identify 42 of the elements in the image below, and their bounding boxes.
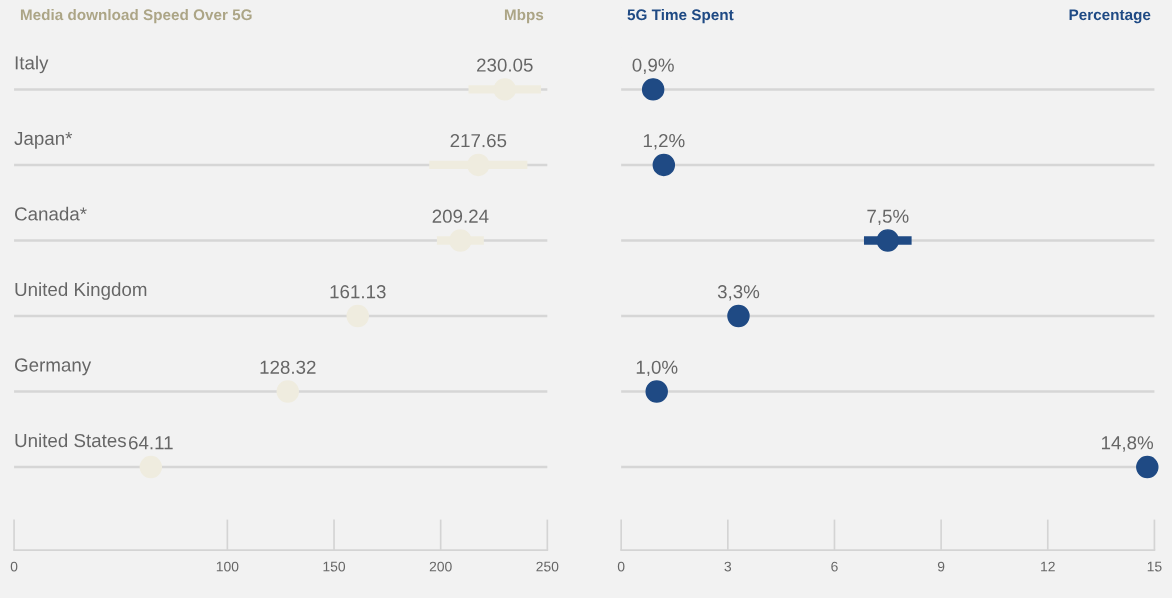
y-tick-label: United Kingdom bbox=[15, 282, 147, 300]
x-tick-label: 250 bbox=[536, 561, 559, 572]
x-tick-label: 15 bbox=[1147, 561, 1162, 572]
data-label: 7,5% bbox=[867, 209, 909, 226]
x-axis-title: Mbps bbox=[504, 8, 544, 24]
x-tick-label: 100 bbox=[216, 561, 239, 572]
chart-title: Media download Speed Over 5G bbox=[20, 8, 252, 24]
data-label: 217.65 bbox=[450, 134, 507, 148]
y-tick-label: Germany bbox=[15, 358, 92, 376]
point bbox=[641, 78, 665, 101]
x-tick-label: 150 bbox=[323, 561, 346, 572]
y-tick-label: Canada* bbox=[15, 206, 87, 221]
data-label: 1,0% bbox=[636, 360, 678, 377]
y-tick-label: Japan* bbox=[14, 131, 73, 149]
x-tick-label: 0 bbox=[10, 561, 18, 572]
data-label: 64.11 bbox=[129, 436, 173, 450]
data-label: 230.05 bbox=[477, 58, 533, 72]
data-label: 0,9% bbox=[632, 58, 674, 74]
x-tick-label: 3 bbox=[724, 561, 732, 572]
point bbox=[276, 380, 300, 403]
y-tick-label: Italy bbox=[15, 55, 49, 74]
chart-title: 5G Time Spent bbox=[627, 8, 734, 24]
point bbox=[139, 455, 163, 479]
point bbox=[645, 380, 668, 403]
point bbox=[876, 229, 900, 252]
point bbox=[727, 304, 750, 328]
y-tick-label: United States bbox=[15, 433, 126, 448]
x-tick-label: 200 bbox=[429, 561, 452, 572]
data-label: 14,8% bbox=[1101, 436, 1154, 452]
x-tick-label: 12 bbox=[1041, 561, 1055, 572]
data-label: 3,3% bbox=[717, 285, 760, 301]
data-label: 161.13 bbox=[330, 285, 386, 299]
x-tick-label: 0 bbox=[617, 561, 625, 572]
x-tick-label: 9 bbox=[937, 561, 945, 572]
point bbox=[1136, 455, 1159, 479]
point bbox=[652, 153, 676, 177]
data-label: 1,2% bbox=[643, 134, 685, 150]
x-tick-label: 6 bbox=[831, 561, 838, 572]
data-label: 209.24 bbox=[432, 209, 489, 223]
point bbox=[346, 304, 369, 328]
data-label: 128.32 bbox=[260, 360, 316, 374]
x-axis-title: Percentage bbox=[1069, 9, 1151, 24]
